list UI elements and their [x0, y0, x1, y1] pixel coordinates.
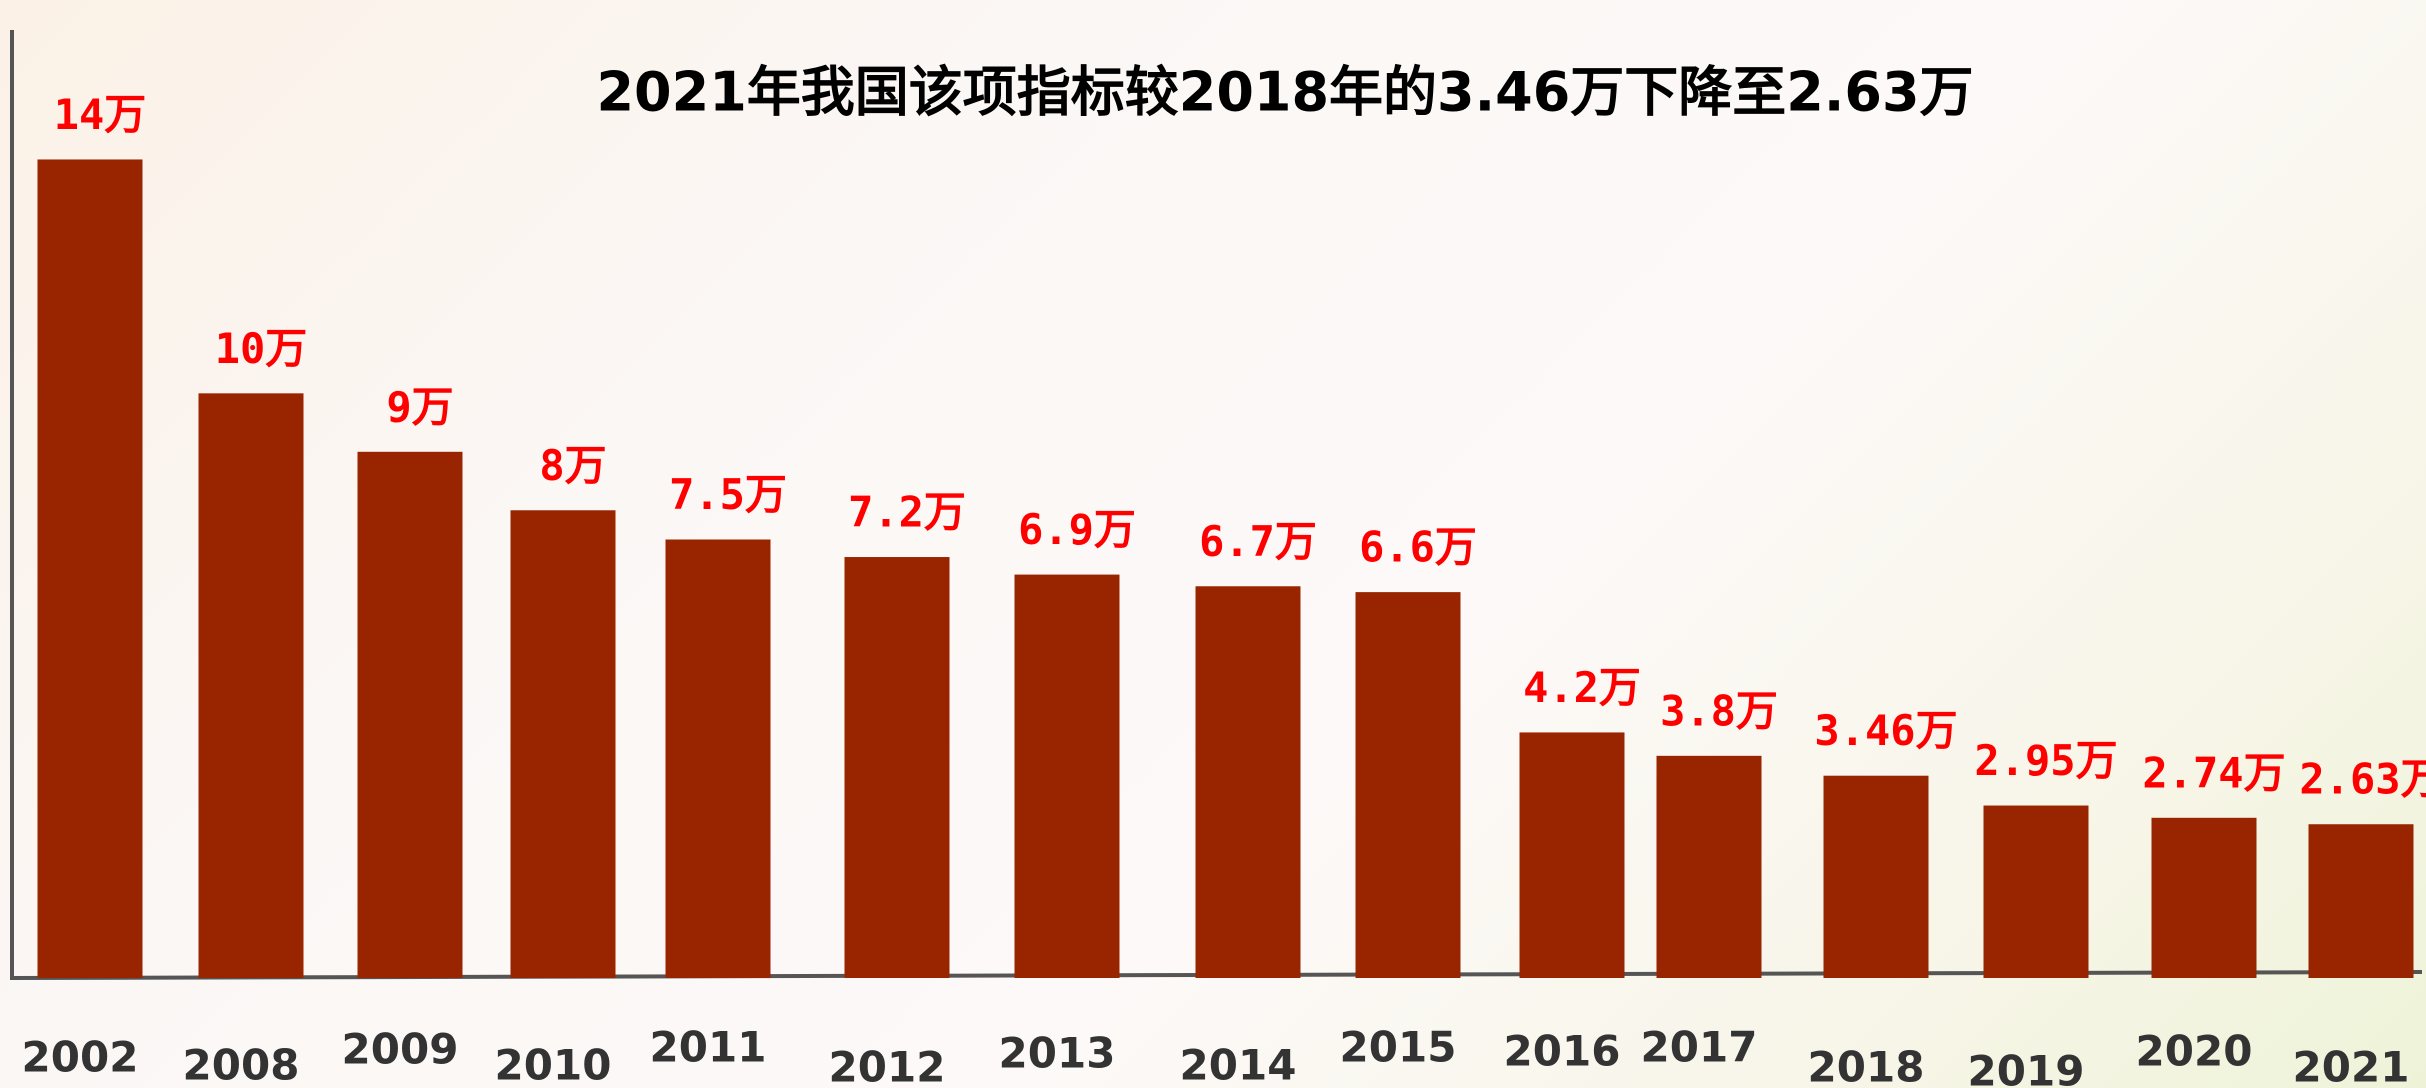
x-tick-label: 2016	[1504, 1027, 1621, 1076]
bar	[38, 159, 143, 978]
data-label: 10万	[215, 324, 308, 373]
x-tick-label: 2010	[495, 1041, 612, 1088]
bar	[2309, 824, 2414, 978]
bar	[1520, 732, 1625, 978]
bar	[2152, 818, 2257, 978]
x-tick-label: 2021	[2293, 1043, 2410, 1088]
data-label: 8万	[539, 441, 606, 490]
x-tick-label: 2020	[2136, 1027, 2253, 1076]
bar	[845, 557, 950, 978]
x-tick-label: 2014	[1180, 1041, 1297, 1088]
data-label: 3.46万	[1814, 706, 1957, 755]
x-tick-label: 2017	[1641, 1023, 1758, 1072]
bar	[1196, 586, 1301, 978]
data-label: 6.6万	[1359, 523, 1477, 572]
x-tick-label: 2009	[342, 1025, 459, 1074]
data-label: 7.2万	[848, 488, 966, 537]
bar	[1984, 806, 2089, 978]
x-tick-label: 2002	[22, 1033, 139, 1082]
data-label: 7.5万	[669, 470, 787, 519]
x-tick-label: 2012	[829, 1043, 946, 1088]
data-label: 2.63万	[2299, 755, 2426, 804]
x-tick-label: 2018	[1808, 1043, 1925, 1088]
x-tick-label: 2008	[183, 1041, 300, 1088]
x-tick-label: 2011	[650, 1023, 767, 1072]
chart-title: 2021年我国该项指标较2018年的3.46万下降至2.63万	[596, 61, 1973, 124]
data-label: 6.9万	[1018, 505, 1136, 554]
data-label: 2.74万	[2142, 748, 2285, 797]
bar	[1657, 756, 1762, 978]
data-label: 14万	[54, 90, 147, 139]
bar	[199, 393, 304, 978]
bar	[1824, 776, 1929, 978]
data-label: 2.95万	[1974, 736, 2117, 785]
data-label: 4.2万	[1523, 663, 1641, 712]
bar	[1015, 575, 1120, 978]
bar	[511, 510, 616, 978]
x-tick-label: 2019	[1968, 1047, 2085, 1088]
bar	[1356, 592, 1461, 978]
chart: 2021年我国该项指标较2018年的3.46万下降至2.63万 2002 14万 2…	[0, 0, 2426, 1088]
bar	[666, 540, 771, 979]
x-tick-label: 2013	[999, 1029, 1116, 1078]
page: {"chart_data": {"type": "bar", "title": …	[0, 0, 2426, 1088]
data-label: 3.8万	[1660, 686, 1778, 735]
data-label: 9万	[386, 382, 453, 431]
x-tick-label: 2015	[1340, 1023, 1457, 1072]
data-label: 6.7万	[1199, 517, 1317, 566]
bar	[358, 452, 463, 978]
